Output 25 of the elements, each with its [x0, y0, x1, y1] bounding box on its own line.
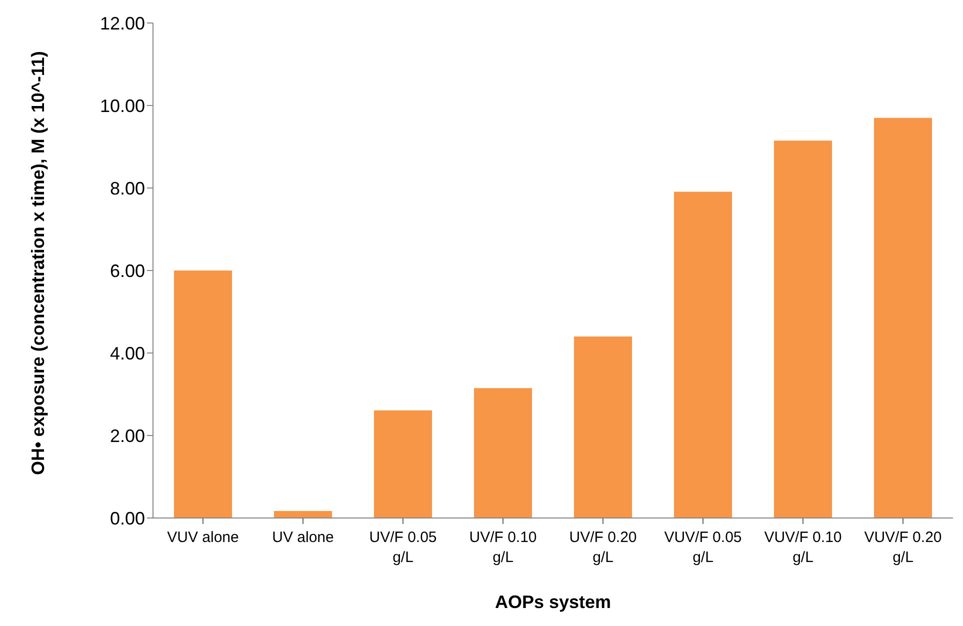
x-tick-label: UV/F 0.05 g/L [369, 529, 437, 566]
y-tick-label: 4.00 [110, 343, 145, 364]
bar [674, 192, 732, 518]
x-tick-label: VUV/F 0.20 g/L [864, 529, 942, 566]
bar [374, 410, 432, 518]
bar [774, 140, 832, 518]
bar [474, 388, 532, 518]
x-tick-label: VUV/F 0.05 g/L [664, 529, 742, 566]
x-axis-title: AOPs system [494, 592, 612, 612]
x-tick-label: UV/F 0.20 g/L [569, 529, 637, 566]
y-tick-label: 10.00 [100, 96, 145, 116]
bar [874, 118, 932, 518]
x-tick-label: UV/F 0.10 g/L [469, 529, 537, 566]
x-tick-label: VUV/F 0.10 g/L [764, 529, 842, 566]
y-tick-label: 12.00 [100, 13, 145, 34]
x-tick-label: UV alone [272, 529, 334, 546]
y-axis-title: OH• exposure (concentration x time), M (x 10^-11) [28, 50, 48, 477]
y-tick-label: 0.00 [110, 508, 145, 528]
bar [574, 336, 632, 518]
y-tick-label: 2.00 [110, 426, 145, 446]
bar [274, 510, 332, 518]
y-tick-label: 6.00 [110, 260, 145, 281]
bar [174, 270, 232, 518]
y-tick-label: 8.00 [110, 178, 145, 198]
x-tick-label: VUV alone [167, 529, 239, 546]
